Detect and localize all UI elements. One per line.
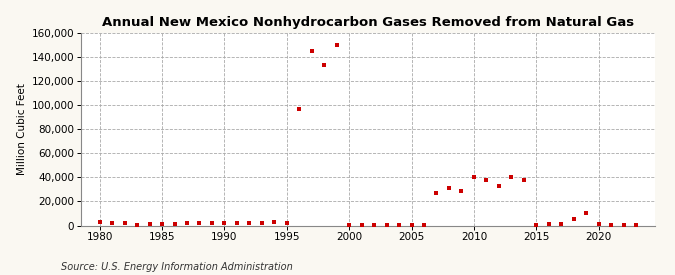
Point (219, 221, 230, 225)
Point (593, 222, 604, 226)
Point (418, 223, 429, 227)
Point (394, 223, 404, 227)
Point (481, 178, 492, 182)
Point (506, 175, 517, 180)
Point (182, 221, 192, 226)
Point (269, 219, 279, 224)
Point (331, 43, 342, 47)
Point (132, 222, 142, 227)
Point (630, 223, 641, 227)
Point (319, 63, 329, 68)
Point (580, 211, 591, 216)
Point (543, 222, 554, 227)
Point (431, 191, 442, 195)
Point (294, 107, 304, 111)
Point (531, 222, 541, 227)
Point (306, 49, 317, 53)
Point (406, 223, 417, 227)
Point (493, 184, 504, 188)
Title: Annual New Mexico Nonhydrocarbon Gases Removed from Natural Gas: Annual New Mexico Nonhydrocarbon Gases R… (102, 16, 634, 29)
Point (207, 221, 217, 225)
Point (95, 220, 105, 225)
Y-axis label: Million Cubic Feet: Million Cubic Feet (18, 83, 27, 175)
Point (518, 178, 529, 182)
Point (344, 223, 354, 227)
Point (169, 222, 180, 227)
Point (256, 221, 267, 225)
Point (381, 223, 392, 227)
Point (232, 221, 242, 225)
Point (443, 186, 454, 190)
Point (107, 221, 117, 225)
Point (568, 217, 579, 221)
Point (244, 221, 254, 225)
Point (556, 221, 566, 226)
Point (119, 221, 130, 226)
Point (456, 188, 467, 193)
Text: Source: U.S. Energy Information Administration: Source: U.S. Energy Information Administ… (61, 262, 292, 272)
Point (281, 221, 292, 226)
Point (144, 221, 155, 226)
Point (369, 223, 379, 227)
Point (605, 223, 616, 227)
Point (618, 223, 629, 227)
Point (356, 223, 367, 227)
Point (194, 221, 205, 225)
Point (468, 175, 479, 180)
Point (157, 222, 167, 226)
